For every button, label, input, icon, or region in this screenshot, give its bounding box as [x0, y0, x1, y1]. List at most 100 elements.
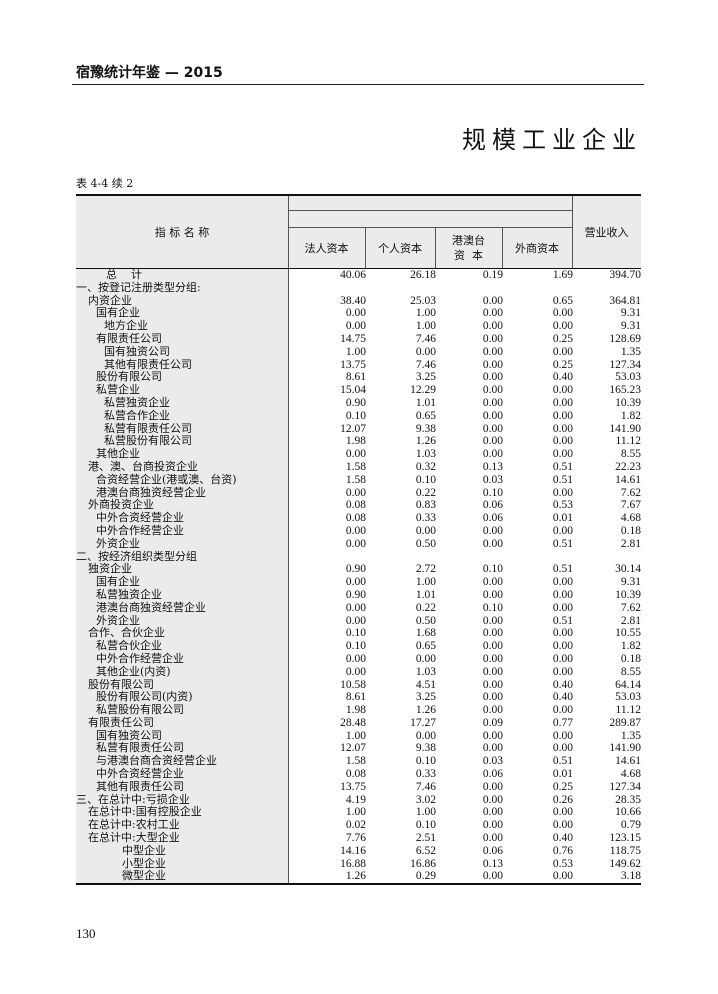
cell-hmt-capital: 0.10	[482, 601, 503, 614]
cell-hmt-capital: 0.00	[482, 678, 503, 691]
running-head: 宿豫统计年鉴 — 2015	[76, 65, 223, 81]
cell-personal-capital: 3.25	[415, 371, 436, 384]
cell-legal-capital: 0.00	[345, 652, 366, 665]
cell-personal-capital: 6.52	[415, 844, 436, 857]
header-revenue: 营业收入	[584, 226, 629, 239]
cell-legal-capital: 0.10	[345, 640, 366, 653]
cell-revenue: 1.35	[620, 729, 641, 742]
table-row: 中外合作经营企业 0.00 0.00 0.00 0.00 0.18	[76, 524, 641, 538]
cell-legal-capital: 0.00	[345, 614, 366, 627]
table-row: 股份有限公司 8.61 3.25 0.00 0.40 53.03	[76, 371, 641, 385]
cell-legal-capital: 0.02	[345, 819, 366, 832]
cell-foreign-capital: 0.00	[552, 601, 573, 614]
cell-hmt-capital: 0.00	[482, 704, 503, 717]
table-row: 私营合伙企业 0.10 0.65 0.00 0.00 1.82	[76, 639, 641, 653]
table-row: 合作、合伙企业 0.10 1.68 0.00 0.00 10.55	[76, 627, 641, 641]
cell-hmt-capital: 0.00	[482, 307, 503, 320]
cell-hmt-capital: 0.00	[482, 780, 503, 793]
cell-revenue: 1.82	[620, 640, 641, 653]
cell-personal-capital: 9.38	[415, 422, 436, 435]
cell-foreign-capital: 0.51	[552, 755, 573, 768]
cell-foreign-capital: 0.00	[552, 384, 573, 397]
page-number: 130	[76, 926, 96, 941]
cell-legal-capital: 1.00	[345, 345, 366, 358]
cell-hmt-capital: 0.00	[482, 358, 503, 371]
data-table: 指 标 名 称 法人资本 个人资本 港澳台 资 本 外商资本 营业收入 总 计 4…	[76, 194, 641, 886]
cell-revenue: 64.14	[615, 678, 641, 691]
cell-foreign-capital: 0.51	[552, 460, 573, 473]
cell-legal-capital: 16.88	[340, 857, 366, 870]
cell-foreign-capital: 0.40	[552, 691, 573, 704]
cell-hmt-capital: 0.00	[482, 640, 503, 653]
cell-legal-capital: 1.58	[345, 460, 366, 473]
cell-legal-capital: 38.40	[340, 294, 366, 307]
cell-revenue: 0.18	[620, 652, 641, 665]
cell-personal-capital: 0.50	[415, 614, 436, 627]
header-hmt-capital-1: 港澳台	[452, 234, 485, 247]
cell-legal-capital: 0.10	[345, 627, 366, 640]
table-row: 私营企业 15.04 12.29 0.00 0.00 165.23	[76, 383, 641, 397]
cell-foreign-capital: 0.00	[552, 588, 573, 601]
cell-hmt-capital: 0.00	[482, 819, 503, 832]
cell-revenue: 1.82	[620, 409, 641, 422]
cell-revenue: 3.18	[620, 870, 641, 883]
table-body: 总 计 40.06 26.18 0.19 1.69 394.70 一、按登记注册类型分组: 内…	[76, 268, 641, 886]
cell-hmt-capital: 0.00	[482, 332, 503, 345]
cell-hmt-capital: 0.00	[482, 729, 503, 742]
cell-legal-capital: 12.07	[340, 422, 366, 435]
cell-revenue: 1.35	[620, 345, 641, 358]
table-row: 其他企业(内资) 0.00 1.03 0.00 0.00 8.55	[76, 665, 641, 679]
table-row: 有限责任公司 14.75 7.46 0.00 0.25 128.69	[76, 332, 641, 346]
cell-foreign-capital: 0.00	[552, 652, 573, 665]
cell-foreign-capital: 0.00	[552, 448, 573, 461]
table-row: 私营合作企业 0.10 0.65 0.00 0.00 1.82	[76, 409, 641, 423]
row-label: 小型企业	[76, 857, 288, 871]
cell-personal-capital: 1.26	[415, 435, 436, 448]
cell-hmt-capital: 0.00	[482, 396, 503, 409]
table-row: 合资经营企业(港或澳、台资) 1.58 0.10 0.03 0.51 14.61	[76, 473, 641, 487]
cell-foreign-capital: 0.00	[552, 819, 573, 832]
cell-personal-capital: 0.33	[415, 512, 436, 525]
cell-legal-capital: 1.00	[345, 729, 366, 742]
row-label: 内资企业	[76, 294, 288, 308]
cell-revenue: 10.55	[615, 627, 641, 640]
cell-revenue: 10.66	[615, 806, 641, 819]
table-row: 地方企业 0.00 1.00 0.00 0.00 9.31	[76, 319, 641, 333]
cell-revenue: 30.14	[615, 563, 641, 576]
cell-personal-capital: 0.10	[415, 819, 436, 832]
cell-revenue: 0.79	[620, 819, 641, 832]
cell-legal-capital: 0.00	[345, 448, 366, 461]
cell-legal-capital: 0.00	[345, 307, 366, 320]
cell-foreign-capital: 0.00	[552, 345, 573, 358]
cell-legal-capital: 0.90	[345, 396, 366, 409]
cell-revenue: 53.03	[615, 691, 641, 704]
cell-foreign-capital: 0.51	[552, 473, 573, 486]
table-row: 总 计 40.06 26.18 0.19 1.69 394.70	[76, 268, 641, 282]
table-row: 内资企业 38.40 25.03 0.00 0.65 364.81	[76, 294, 641, 308]
cell-hmt-capital: 0.00	[482, 588, 503, 601]
cell-legal-capital: 40.06	[340, 269, 366, 281]
cell-legal-capital: 0.00	[345, 486, 366, 499]
row-label: 港澳台商独资经营企业	[76, 486, 288, 500]
cell-revenue: 118.75	[609, 844, 641, 857]
row-label: 在总计中:国有控股企业	[76, 806, 288, 820]
row-label: 三、在总计中:亏损企业	[76, 793, 288, 807]
row-label: 中外合作经营企业	[76, 524, 288, 538]
table-row: 与港澳台商合资经营企业 1.58 0.10 0.03 0.51 14.61	[76, 754, 641, 769]
cell-hmt-capital: 0.00	[482, 627, 503, 640]
cell-personal-capital: 0.65	[415, 409, 436, 422]
cell-foreign-capital: 0.00	[552, 729, 573, 742]
cell-foreign-capital: 0.00	[552, 742, 573, 755]
row-label: 其他企业	[76, 447, 288, 461]
header-personal-capital: 个人资本	[378, 242, 422, 255]
table-row: 中外合资经营企业 0.08 0.33 0.06 0.01 4.68	[76, 767, 641, 781]
table-row: 其他企业 0.00 1.03 0.00 0.00 8.55	[76, 447, 641, 461]
cell-personal-capital: 17.27	[410, 716, 436, 729]
table-label: 表 4-4 续 2	[76, 177, 134, 190]
cell-hmt-capital: 0.00	[482, 371, 503, 384]
cell-foreign-capital: 0.53	[552, 499, 573, 512]
cell-hmt-capital: 0.00	[482, 742, 503, 755]
cell-hmt-capital: 0.00	[482, 345, 503, 358]
row-label: 总 计	[76, 268, 288, 282]
table-row: 私营独资企业 0.90 1.01 0.00 0.00 10.39	[76, 396, 641, 410]
